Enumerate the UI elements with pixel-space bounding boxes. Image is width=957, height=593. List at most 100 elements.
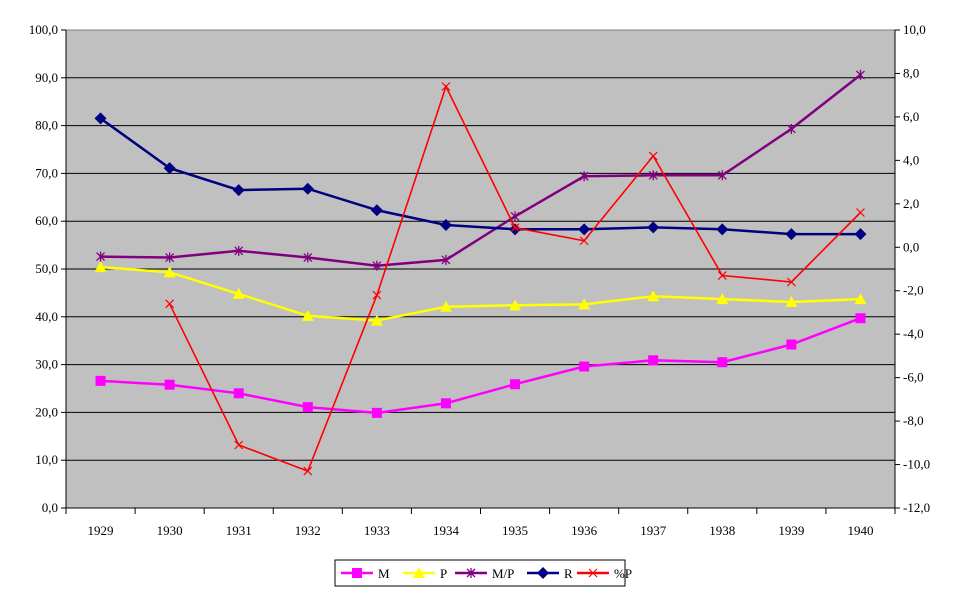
y-right-tick-label: -12,0 — [903, 500, 930, 515]
x-tick-label: 1938 — [709, 523, 735, 538]
y-right-tick-label: 8,0 — [903, 65, 919, 80]
y-left-tick-label: 90,0 — [35, 70, 58, 85]
y-right-tick-label: -2,0 — [903, 283, 924, 298]
data-point-p — [234, 440, 244, 450]
x-axis: 1929 1930 1931 1932 1933 1934 1935 1936 1937 1938… — [65, 507, 896, 538]
legend-item-m: M — [341, 566, 390, 581]
x-tick-label: 1934 — [433, 523, 460, 538]
data-point-m — [786, 339, 797, 350]
data-point-m-p — [234, 245, 244, 256]
data-point-p — [372, 290, 382, 300]
y-right-tick-label: 4,0 — [903, 152, 919, 167]
y-left-tick-label: 0,0 — [42, 500, 58, 515]
series-r — [94, 112, 867, 241]
data-point-p — [717, 271, 727, 280]
data-point-m-p — [579, 171, 589, 182]
y-left-tick-label: 100,0 — [29, 22, 58, 37]
legend-label-r: R — [564, 566, 573, 581]
series-p — [94, 261, 867, 326]
data-point-r — [785, 228, 798, 241]
legend-label-m-p: M/P — [492, 566, 514, 581]
data-point-r — [370, 204, 383, 217]
legend-label-p: P — [440, 566, 447, 581]
x-tick-label: 1929 — [88, 523, 114, 538]
series-line-p — [100, 265, 861, 322]
data-point-r — [647, 221, 660, 234]
legend-item-p: %P — [577, 566, 632, 581]
series-line-m — [100, 317, 861, 415]
y-left-tick-label: 70,0 — [35, 165, 58, 180]
x-tick-label: 1932 — [295, 523, 321, 538]
y-right-tick-label: 10,0 — [903, 22, 926, 37]
y-right-tick-label: -6,0 — [903, 370, 924, 385]
x-tick-label: 1937 — [640, 523, 667, 538]
x-tick-label: 1939 — [778, 523, 804, 538]
data-point-r — [94, 112, 107, 125]
data-point-m — [855, 313, 866, 324]
data-point-r — [578, 223, 591, 236]
x-tick-label: 1933 — [364, 523, 390, 538]
x-tick-label: 1936 — [571, 523, 598, 538]
data-point-m — [233, 388, 244, 399]
data-point-p — [854, 293, 867, 305]
data-point-m — [302, 402, 313, 413]
gridlines — [66, 77, 895, 461]
data-point-p — [301, 309, 314, 321]
y-left-tick-label: 30,0 — [35, 357, 58, 372]
y-left-tick-label: 40,0 — [35, 309, 58, 324]
y-left-tick-label: 20,0 — [35, 404, 58, 419]
series-layer — [94, 69, 867, 476]
data-point-p — [165, 299, 175, 309]
x-tick-label: 1935 — [502, 523, 528, 538]
data-point-r — [854, 228, 867, 241]
legend-marker-r — [537, 567, 549, 579]
data-point-m-p — [303, 252, 313, 263]
data-point-p — [647, 290, 660, 302]
x-tick-label: 1930 — [157, 523, 183, 538]
data-point-m — [371, 407, 382, 418]
data-point-m — [510, 379, 521, 390]
legend-marker-m — [352, 568, 362, 578]
data-point-m — [440, 398, 451, 409]
x-tick-label: 1931 — [226, 523, 252, 538]
data-point-m-p — [510, 211, 520, 222]
series-p — [165, 82, 865, 476]
data-point-p — [716, 293, 729, 305]
data-point-m-p — [648, 170, 658, 181]
y-left-tick-label: 60,0 — [35, 213, 58, 228]
series-line-r — [99, 117, 861, 236]
data-point-p — [509, 299, 522, 311]
data-point-p — [510, 223, 520, 233]
legend-label-m: M — [378, 566, 390, 581]
data-point-r — [716, 223, 729, 236]
data-point-m-p — [786, 123, 796, 134]
y-right-tick-label: 2,0 — [903, 196, 919, 211]
y-right-tick-label: 0,0 — [903, 239, 919, 254]
legend-item-p: P — [403, 566, 447, 581]
data-point-r — [439, 219, 452, 232]
legend-label-p: %P — [614, 566, 632, 581]
y-axis-left: 0,0 10,0 20,0 30,0 40,0 50,0 60,0 70,0 80,0 90,0 1… — [29, 22, 67, 515]
data-point-m — [717, 357, 728, 368]
data-point-p — [94, 261, 107, 273]
legend-marker-m-p — [466, 568, 476, 578]
data-point-p — [232, 287, 245, 299]
y-axis-right: -12,0 -10,0 -8,0 -6,0 -4,0 -2,0 0,0 2,0 4,0 6,0 8,… — [894, 22, 930, 515]
data-point-p — [785, 295, 798, 307]
data-point-p — [786, 277, 796, 287]
data-point-r — [301, 182, 314, 195]
y-left-tick-label: 80,0 — [35, 118, 58, 133]
data-point-p — [163, 266, 176, 278]
data-point-p — [648, 151, 658, 161]
data-point-m-p — [165, 252, 175, 263]
legend-marker-p — [413, 567, 425, 578]
legend-item-m-p: M/P — [455, 566, 514, 581]
series-m-p — [96, 69, 865, 271]
data-point-p — [439, 300, 452, 312]
y-right-tick-label: -10,0 — [903, 457, 930, 472]
y-right-tick-label: -4,0 — [903, 326, 924, 341]
data-point-m — [648, 355, 659, 366]
data-point-m — [579, 361, 590, 372]
